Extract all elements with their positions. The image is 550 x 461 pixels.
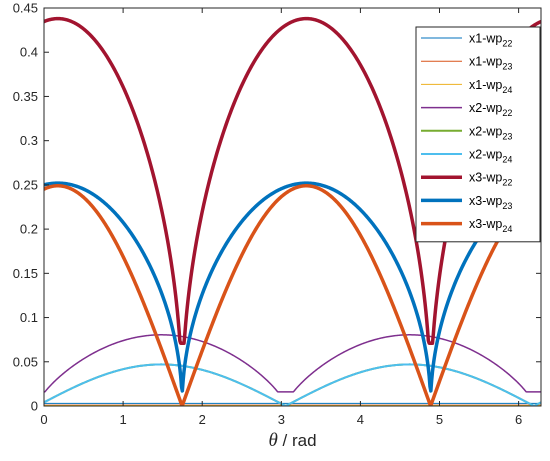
- legend-label-x1-wp24: x1-wp24: [469, 78, 512, 95]
- x-tick-label: 2: [199, 412, 206, 427]
- legend-label-x1-wp22: x1-wp22: [469, 32, 512, 49]
- x-axis-label: θ / rad: [268, 430, 316, 451]
- legend-box: [415, 26, 541, 243]
- legend-label-x2-wp24: x2-wp24: [469, 148, 512, 165]
- x-tick-label: 3: [278, 412, 285, 427]
- x-tick-label: 5: [436, 412, 443, 427]
- legend-label-x1-wp23: x1-wp23: [469, 55, 512, 72]
- series-line-x2-wp24: [44, 363, 541, 406]
- y-tick-label: 0.3: [20, 133, 38, 148]
- y-tick-label: 0.4: [20, 45, 38, 60]
- y-tick-label: 0.15: [13, 266, 38, 281]
- y-tick-label: 0: [31, 399, 38, 414]
- series-line-x3-wp24: [44, 184, 541, 406]
- axis-ticks: 0 1 2 3 4 5 6 0 0.05 0.1 0.15 0.2 0.25 0.3 0.35 0.4 0.45: [13, 1, 541, 427]
- legend: x1-wp22 x1-wp23 x1-wp24 x2-wp22 x2-wp23 x2-wp…: [415, 26, 541, 243]
- plot-area: [44, 16, 541, 406]
- legend-label-x2-wp22: x2-wp22: [469, 101, 512, 118]
- y-tick-label: 0.35: [13, 89, 38, 104]
- series-line-x3-wp23: [44, 181, 541, 393]
- x-tick-label: 0: [40, 412, 47, 427]
- x-tick-label: 6: [515, 412, 522, 427]
- y-tick-label: 0.25: [13, 177, 38, 192]
- x-tick-label: 4: [357, 412, 364, 427]
- legend-label-x3-wp23: x3-wp23: [469, 194, 512, 211]
- legend-label-x2-wp23: x2-wp23: [469, 124, 512, 141]
- y-tick-label: 0.2: [20, 222, 38, 237]
- series-line-x2-wp22: [44, 334, 541, 393]
- legend-label-x3-wp24: x3-wp24: [469, 217, 512, 234]
- axes-frame: [43, 7, 542, 407]
- y-tick-label: 0.1: [20, 310, 38, 325]
- y-tick-label: 0.45: [13, 1, 38, 16]
- x-tick-label: 1: [119, 412, 126, 427]
- legend-label-x3-wp22: x3-wp22: [469, 171, 512, 188]
- y-tick-label: 0.05: [13, 354, 38, 369]
